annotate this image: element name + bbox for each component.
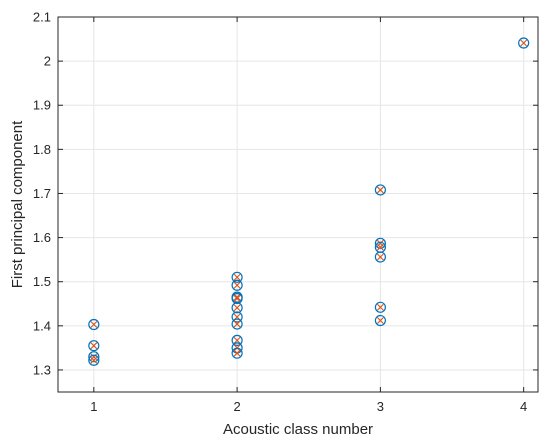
- data-point: [88, 354, 100, 366]
- point-cross-marker: [233, 304, 241, 312]
- y-tick-label: 1.7: [33, 186, 51, 201]
- data-point: [231, 302, 243, 314]
- point-cross-marker: [233, 349, 241, 357]
- point-circle-marker: [231, 302, 243, 314]
- point-cross-marker: [233, 273, 241, 281]
- point-circle-marker: [231, 347, 243, 359]
- point-circle-marker: [374, 251, 386, 263]
- x-tick-label: 2: [233, 399, 240, 414]
- grid-lines: [58, 16, 538, 392]
- data-point: [231, 334, 243, 346]
- data-point: [231, 292, 243, 305]
- point-circle-marker: [231, 318, 243, 330]
- data-point: [374, 184, 386, 196]
- point-circle-marker: [374, 184, 386, 196]
- point-cross-marker: [233, 281, 241, 289]
- point-circle-marker: [231, 271, 243, 283]
- y-tick-label: 1.4: [33, 318, 51, 333]
- y-tick-label: 1.5: [33, 274, 51, 289]
- point-cross-marker: [376, 303, 384, 311]
- x-tick-label: 3: [377, 399, 384, 414]
- point-cross-marker: [90, 356, 98, 364]
- data-point: [231, 279, 243, 291]
- data-point: [374, 314, 386, 327]
- y-axis-label: First principal component: [9, 120, 26, 288]
- data-point: [231, 271, 243, 283]
- point-cross-marker: [233, 336, 241, 344]
- point-cross-marker: [520, 39, 528, 47]
- x-axis-label: Acoustic class number: [223, 421, 373, 438]
- point-circle-marker: [88, 340, 100, 352]
- point-circle-marker: [231, 292, 243, 305]
- data-points: [88, 37, 530, 366]
- point-circle-marker: [88, 354, 100, 366]
- y-tick-label: 1.8: [33, 142, 51, 157]
- point-cross-marker: [376, 186, 384, 194]
- point-circle-marker: [88, 318, 100, 331]
- data-point: [518, 37, 530, 49]
- point-cross-marker: [233, 295, 241, 302]
- point-circle-marker: [231, 311, 243, 323]
- y-tick-label: 1.3: [33, 362, 51, 377]
- data-point: [88, 318, 100, 331]
- point-circle-marker: [231, 334, 243, 346]
- point-circle-marker: [374, 314, 386, 327]
- point-cross-marker: [376, 317, 384, 324]
- data-point: [374, 301, 386, 313]
- point-cross-marker: [376, 253, 384, 261]
- point-circle-marker: [374, 237, 386, 249]
- y-tick-label: 2: [44, 54, 51, 69]
- point-cross-marker: [376, 243, 384, 251]
- point-cross-marker: [90, 321, 98, 328]
- point-cross-marker: [233, 293, 241, 301]
- tick-labels: 1 2 3 4 1.3 1.4 1.5 1.6 1.7 1.8 1.9 2 2.1: [33, 10, 538, 414]
- point-circle-marker: [518, 37, 530, 49]
- data-point: [231, 347, 243, 359]
- y-tick-label: 1.6: [33, 230, 51, 245]
- point-cross-marker: [90, 342, 98, 350]
- y-tick-label: 2.1: [33, 10, 51, 25]
- point-circle-marker: [88, 351, 100, 363]
- point-circle-marker: [231, 279, 243, 291]
- y-tick-label: 1.9: [33, 98, 51, 113]
- data-point: [88, 340, 100, 352]
- data-point: [231, 318, 243, 330]
- x-tick-label: 4: [520, 399, 527, 414]
- plot-area-frame: [57, 16, 539, 393]
- data-point: [374, 251, 386, 263]
- x-tick-label: 1: [90, 399, 97, 414]
- point-cross-marker: [233, 320, 241, 328]
- point-circle-marker: [374, 301, 386, 313]
